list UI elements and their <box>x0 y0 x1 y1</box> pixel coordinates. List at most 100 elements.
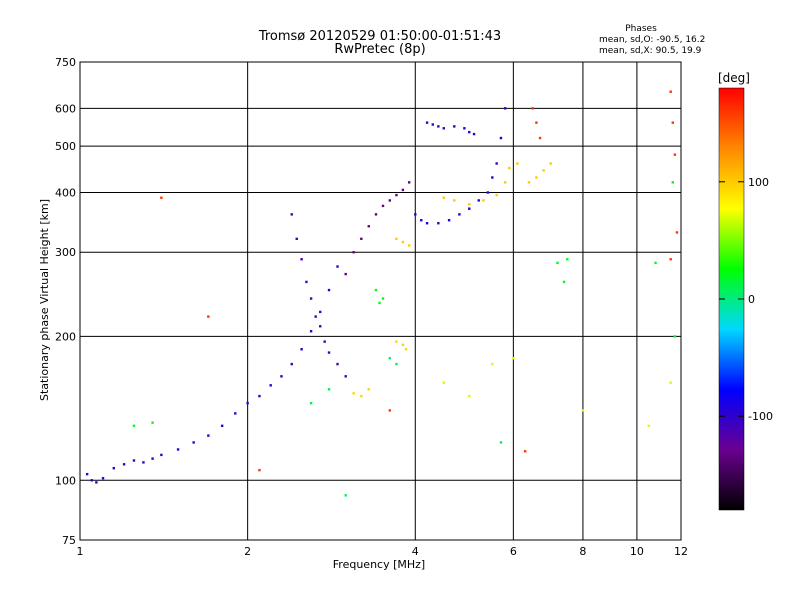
data-point <box>381 204 385 208</box>
x-tick-label: 1 <box>77 545 84 558</box>
data-point <box>523 450 527 453</box>
data-point <box>468 394 471 398</box>
data-point <box>535 121 538 124</box>
data-point <box>388 357 392 360</box>
colorbar-tick-label: -100 <box>748 410 773 423</box>
data-point <box>319 325 322 328</box>
data-point <box>85 472 89 476</box>
y-tick-label: 200 <box>55 330 76 343</box>
data-point <box>458 213 461 216</box>
data-point <box>290 362 293 366</box>
data-point <box>508 166 511 170</box>
data-point <box>499 441 503 444</box>
data-point <box>367 225 370 228</box>
data-point <box>442 381 445 384</box>
x-tick-label: 8 <box>579 545 586 558</box>
data-point <box>581 409 585 412</box>
data-point <box>431 123 434 126</box>
data-point <box>401 240 405 244</box>
data-point <box>654 261 657 265</box>
y-tick-label: 400 <box>55 186 76 199</box>
data-point <box>463 127 466 130</box>
data-point <box>442 127 445 130</box>
colorbar-tick-label: 100 <box>748 176 769 189</box>
data-point <box>395 193 398 197</box>
y-axis-ticks: 75 100 200 300 400 500 600 750 <box>55 56 76 547</box>
data-point <box>491 362 494 366</box>
data-point <box>309 401 313 405</box>
data-point <box>453 125 456 128</box>
data-point <box>160 453 163 457</box>
data-point <box>437 222 440 225</box>
data-point <box>95 481 98 484</box>
data-point <box>258 394 261 398</box>
data-point <box>151 421 154 424</box>
data-point <box>305 280 308 284</box>
data-point <box>280 375 283 378</box>
plot-frame <box>79 61 682 541</box>
data-point <box>414 213 417 216</box>
data-point <box>425 222 429 225</box>
data-point <box>269 384 272 387</box>
data-point <box>122 463 126 466</box>
data-point <box>503 107 507 110</box>
grid-lines <box>80 62 681 540</box>
data-point <box>336 362 339 366</box>
data-point <box>566 258 569 261</box>
x-tick-label: 10 <box>630 545 644 558</box>
data-point <box>472 132 476 136</box>
data-point <box>327 388 331 391</box>
y-axis-label: Stationary phase Virtual Height [km] <box>38 199 51 401</box>
data-point <box>300 258 303 261</box>
data-point <box>527 181 531 184</box>
data-point <box>562 280 566 284</box>
data-point <box>468 207 471 210</box>
data-point <box>151 457 154 460</box>
data-point <box>344 494 347 497</box>
data-point <box>437 125 440 128</box>
y-tick-label: 500 <box>55 140 76 153</box>
x-axis-label: Frequency [MHz] <box>333 558 425 571</box>
data-point <box>309 330 313 333</box>
data-point <box>207 434 210 437</box>
data-point <box>327 351 331 354</box>
data-point <box>453 199 456 202</box>
chart-title: Tromsø 20120529 01:50:00-01:51:43 <box>258 29 501 44</box>
data-point <box>468 130 471 134</box>
data-point <box>176 448 180 451</box>
data-point <box>404 348 408 351</box>
data-point <box>512 357 515 360</box>
data-point <box>246 401 249 405</box>
data-point <box>352 251 355 254</box>
data-point <box>395 362 398 366</box>
data-point <box>360 237 363 241</box>
data-point <box>258 468 261 472</box>
data-point <box>671 181 675 184</box>
data-point <box>495 162 498 165</box>
data-point <box>486 191 490 194</box>
stats-x-mode: mean, sd,X: 90.5, 19.9 <box>599 46 702 56</box>
data-point <box>542 169 545 172</box>
stats-title: Phases <box>625 24 657 34</box>
data-point <box>309 297 313 300</box>
data-point <box>327 288 331 292</box>
data-point <box>90 479 94 482</box>
data-point <box>669 258 672 261</box>
x-tick-label: 6 <box>510 545 517 558</box>
data-points <box>85 90 679 497</box>
data-point <box>482 199 485 202</box>
data-point <box>112 466 116 470</box>
data-point <box>516 162 519 165</box>
data-point <box>503 181 507 184</box>
data-point <box>220 424 224 428</box>
x-tick-label: 2 <box>244 545 251 558</box>
data-point <box>442 196 445 199</box>
data-point <box>647 424 650 428</box>
data-point <box>401 343 405 347</box>
data-point <box>556 261 559 265</box>
data-point <box>378 301 381 305</box>
colorbar-ticks: 100 0 -100 <box>719 176 773 423</box>
data-point <box>381 297 385 300</box>
x-tick-label: 12 <box>674 545 688 558</box>
data-point <box>207 315 210 318</box>
